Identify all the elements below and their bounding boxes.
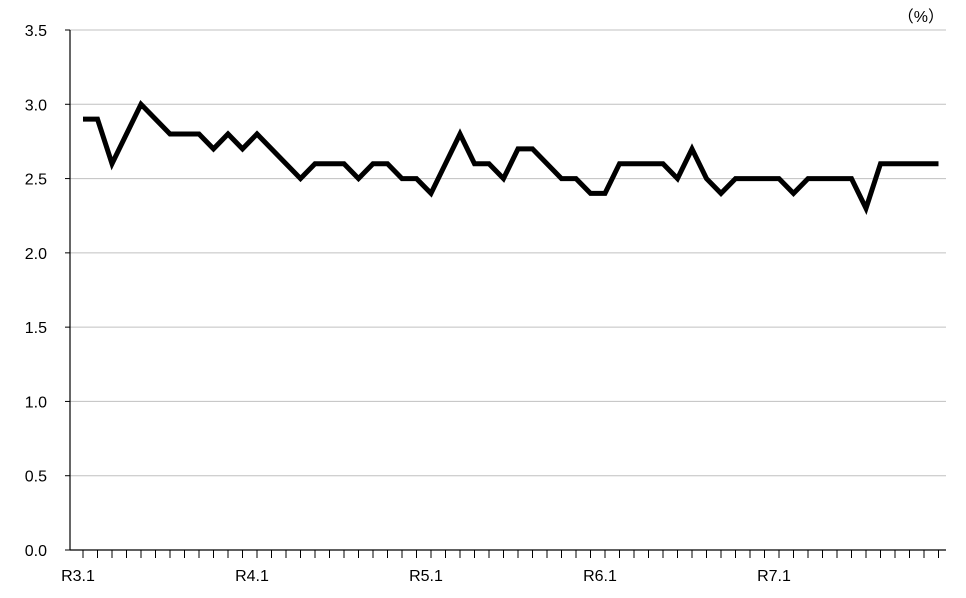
x-tick-labels: R3.1 R4.1 R5.1 R6.1 R7.1 xyxy=(61,568,791,585)
y-tick-label: 3.0 xyxy=(25,97,47,114)
y-tick-labels: 0.0 0.5 1.0 1.5 2.0 2.5 3.0 3.5 xyxy=(25,23,47,560)
unit-label: （%） xyxy=(898,8,944,26)
axes xyxy=(65,30,946,558)
x-tick-label: R3.1 xyxy=(61,568,95,585)
y-tick-label: 2.5 xyxy=(25,172,47,189)
series-line xyxy=(83,104,939,208)
y-tick-label: 1.0 xyxy=(25,394,47,411)
x-tick-label: R7.1 xyxy=(757,568,791,585)
y-tick-label: 0.5 xyxy=(25,469,47,486)
x-tick-label: R6.1 xyxy=(583,568,617,585)
y-tick-label: 2.0 xyxy=(25,246,47,263)
y-tick-label: 1.5 xyxy=(25,320,47,337)
x-tick-label: R5.1 xyxy=(409,568,443,585)
y-tick-label: 3.5 xyxy=(25,23,47,40)
gridlines xyxy=(70,30,946,476)
x-tick-label: R4.1 xyxy=(235,568,269,585)
series-layer xyxy=(83,104,939,208)
y-tick-label: 0.0 xyxy=(25,543,47,560)
